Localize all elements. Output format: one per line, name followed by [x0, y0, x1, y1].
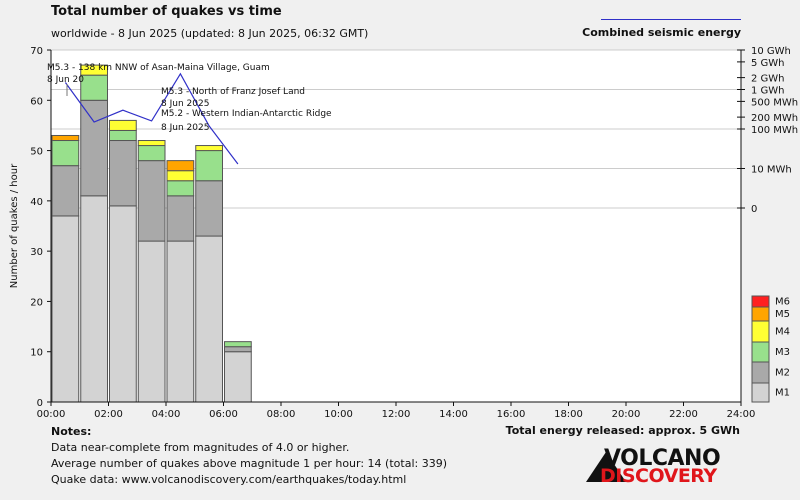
- energy-tick-label: 2 GWh: [751, 74, 785, 85]
- energy-tick-label: 200 MWh: [751, 113, 798, 124]
- legend-label: M5: [775, 309, 790, 320]
- energy-tick-label: 1 GWh: [751, 86, 785, 97]
- bar-segment-m2: [224, 346, 252, 353]
- bar-segment-m3: [166, 180, 195, 197]
- bar-segment-m2: [166, 195, 195, 242]
- notes-line: Data near-complete from magnitudes of 4.…: [51, 441, 350, 454]
- legend-swatch-m5: [751, 306, 770, 322]
- energy-tick-label: 100 MWh: [751, 125, 798, 136]
- legend-label: M6: [775, 297, 790, 308]
- notes-line: Average number of quakes above magnitude…: [51, 457, 447, 470]
- x-tick-label: 04:00: [152, 409, 181, 420]
- x-tick-label: 18:00: [554, 409, 583, 420]
- bar-segment-m1: [137, 240, 166, 403]
- chart-subtitle: worldwide - 8 Jun 2025 (updated: 8 Jun 2…: [51, 27, 369, 40]
- legend-swatch-m3: [751, 341, 770, 363]
- bar-segment-m4: [195, 145, 223, 152]
- bar-segment-m4: [137, 140, 166, 147]
- plot-area: [51, 50, 741, 402]
- volcanodiscovery-logo[interactable]: VOLCANO DISCOVERY: [586, 446, 726, 490]
- energy-line: [64, 72, 239, 165]
- energy-tick-label: 10 GWh: [751, 46, 791, 57]
- x-tick-label: 00:00: [37, 409, 66, 420]
- bar-segment-m3: [224, 341, 252, 348]
- energy-legend-line: [601, 19, 741, 20]
- bar-segment-m2: [80, 99, 108, 197]
- bar-segment-m3: [109, 129, 137, 142]
- bar-segment-m1: [195, 235, 223, 403]
- x-tick-label: 22:00: [669, 409, 698, 420]
- x-tick-label: 12:00: [382, 409, 411, 420]
- bar-segment-m2: [109, 140, 137, 207]
- energy-tick-label: 5 GWh: [751, 58, 785, 69]
- notes: Notes: Data near-complete from magnitude…: [51, 424, 447, 488]
- volcano-icon: [586, 452, 626, 482]
- bar-segment-m1: [80, 195, 108, 403]
- x-tick-label: 16:00: [497, 409, 526, 420]
- y-tick-label: 50: [30, 147, 43, 158]
- energy-tick-label: 500 MWh: [751, 97, 798, 108]
- annotation-label: M5.3 - North of Franz Josef Land: [161, 87, 305, 97]
- bar-segment-m2: [51, 165, 80, 217]
- y-tick-label: 40: [30, 197, 43, 208]
- x-tick-label: 08:00: [267, 409, 296, 420]
- bar-segment-m4: [166, 170, 195, 182]
- bar-segment-m3: [195, 150, 223, 182]
- bar-segment-m3: [51, 140, 80, 167]
- notes-line[interactable]: Quake data: www.volcanodiscovery.com/ear…: [51, 473, 407, 486]
- legend-swatch-m4: [751, 320, 770, 343]
- total-energy: Total energy released: approx. 5 GWh: [505, 424, 740, 437]
- bar-segment-m1: [109, 205, 137, 403]
- y-tick-label: 0: [37, 398, 43, 409]
- chart-title: Total number of quakes vs time: [51, 4, 282, 19]
- energy-legend-label: Combined seismic energy: [582, 26, 741, 39]
- logo-line-1: VOLCANO: [604, 446, 721, 471]
- bar-segment-m3: [137, 145, 166, 162]
- annotation-label: 8 Jun 2025: [161, 99, 209, 109]
- annotation-label: 8 Jun 20: [47, 75, 84, 85]
- legend-label: M1: [775, 388, 790, 399]
- x-tick-label: 24:00: [727, 409, 756, 420]
- x-tick-label: 06:00: [209, 409, 238, 420]
- bar-segment-m2: [137, 160, 166, 242]
- bar-segment-m5: [166, 160, 195, 172]
- notes-heading: Notes:: [51, 425, 92, 438]
- y-tick-label: 30: [30, 247, 43, 258]
- x-tick-label: 20:00: [612, 409, 641, 420]
- legend-label: M4: [775, 327, 790, 338]
- legend-swatch-m6: [751, 295, 770, 308]
- energy-tick-label: 10 MWh: [751, 165, 792, 176]
- legend-label: M2: [775, 368, 790, 379]
- bar-segment-m1: [224, 351, 252, 403]
- x-tick-label: 10:00: [324, 409, 353, 420]
- bar-segment-m4: [109, 119, 137, 131]
- x-tick-label: 14:00: [439, 409, 468, 420]
- annotation-label: M5.2 - Western Indian-Antarctic Ridge: [161, 109, 332, 119]
- y-axis-label: Number of quakes / hour: [9, 163, 20, 288]
- x-tick-label: 02:00: [94, 409, 123, 420]
- bar-segment-m1: [51, 215, 80, 403]
- legend-swatch-m1: [751, 382, 770, 403]
- legend-label: M3: [775, 347, 790, 358]
- y-tick-label: 60: [30, 96, 43, 107]
- bar-segment-m2: [195, 180, 223, 237]
- bar-segment-m5: [51, 134, 80, 142]
- y-tick-label: 10: [30, 348, 43, 359]
- bar-segment-m4: [80, 64, 108, 76]
- annotation-label: M5.3 - 138 km NNW of Asan-Maina Village,…: [47, 63, 270, 73]
- y-tick-label: 20: [30, 297, 43, 308]
- bar-segment-m1: [166, 240, 195, 403]
- bar-segment-m3: [80, 74, 108, 101]
- energy-tick-label: 0: [751, 204, 757, 215]
- legend-swatch-m2: [751, 361, 770, 384]
- y-tick-label: 70: [30, 46, 43, 57]
- logo-line-2: DISCOVERY: [600, 465, 717, 487]
- annotation-label: 8 Jun 2025: [161, 123, 209, 133]
